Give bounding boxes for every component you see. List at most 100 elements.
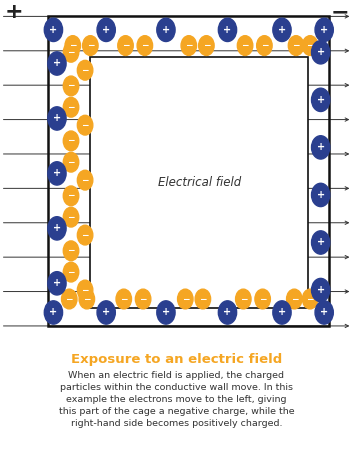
Circle shape bbox=[97, 18, 115, 41]
Circle shape bbox=[48, 217, 66, 240]
Circle shape bbox=[63, 131, 79, 151]
Circle shape bbox=[135, 289, 151, 309]
Text: −: − bbox=[67, 81, 75, 90]
Text: +: + bbox=[317, 95, 325, 105]
Circle shape bbox=[77, 60, 93, 80]
Text: +: + bbox=[223, 25, 232, 35]
Text: −: − bbox=[120, 294, 127, 303]
Text: −: − bbox=[306, 294, 314, 303]
Circle shape bbox=[83, 36, 98, 55]
Text: −: − bbox=[67, 191, 75, 200]
Text: +: + bbox=[4, 2, 23, 22]
Text: −: − bbox=[240, 294, 247, 303]
Circle shape bbox=[178, 289, 193, 309]
Text: +: + bbox=[102, 25, 110, 35]
Text: −: − bbox=[81, 66, 89, 75]
Text: +: + bbox=[53, 278, 61, 288]
Text: −: − bbox=[81, 286, 89, 295]
Circle shape bbox=[65, 36, 80, 55]
Text: +: + bbox=[317, 238, 325, 248]
Text: +: + bbox=[53, 58, 61, 68]
Text: −: − bbox=[81, 230, 89, 239]
Circle shape bbox=[311, 279, 330, 302]
Text: When an electric field is applied, the charged
particles within the conductive w: When an electric field is applied, the c… bbox=[59, 371, 294, 428]
Text: −: − bbox=[139, 294, 147, 303]
Circle shape bbox=[44, 18, 62, 41]
Text: −: − bbox=[86, 41, 94, 50]
Text: −: − bbox=[199, 294, 207, 303]
Circle shape bbox=[63, 186, 79, 206]
Text: +: + bbox=[53, 223, 61, 234]
Text: −: − bbox=[292, 41, 300, 50]
Text: +: + bbox=[317, 190, 325, 200]
Bar bbox=[90, 57, 309, 308]
Text: −: − bbox=[67, 136, 75, 145]
Circle shape bbox=[63, 152, 79, 172]
Circle shape bbox=[77, 115, 93, 135]
Text: +: + bbox=[53, 168, 61, 178]
Circle shape bbox=[48, 162, 66, 185]
Circle shape bbox=[311, 231, 330, 254]
Text: −: − bbox=[67, 158, 75, 166]
Text: Exposure to an electric field: Exposure to an electric field bbox=[71, 353, 282, 366]
Text: +: + bbox=[49, 25, 58, 35]
Text: −: − bbox=[67, 48, 75, 57]
Text: +: + bbox=[317, 142, 325, 153]
Text: −: − bbox=[81, 121, 89, 130]
Text: +: + bbox=[317, 285, 325, 295]
Circle shape bbox=[48, 272, 66, 295]
Circle shape bbox=[48, 52, 66, 75]
Text: −: − bbox=[83, 294, 91, 303]
Circle shape bbox=[199, 36, 214, 55]
Text: +: + bbox=[278, 25, 286, 35]
Text: −: − bbox=[241, 41, 249, 50]
Text: −: − bbox=[203, 41, 210, 50]
Circle shape bbox=[287, 289, 302, 309]
Circle shape bbox=[63, 42, 79, 62]
Circle shape bbox=[63, 76, 79, 96]
Text: −: − bbox=[259, 294, 267, 303]
Text: +: + bbox=[162, 25, 170, 35]
Circle shape bbox=[195, 289, 211, 309]
Circle shape bbox=[157, 301, 175, 324]
Circle shape bbox=[237, 36, 253, 55]
Text: +: + bbox=[162, 307, 170, 318]
Text: −: − bbox=[81, 176, 89, 184]
Text: −: − bbox=[141, 41, 149, 50]
Text: −: − bbox=[67, 246, 75, 255]
Circle shape bbox=[118, 36, 133, 55]
Circle shape bbox=[257, 36, 272, 55]
Bar bbox=[48, 16, 329, 326]
Text: −: − bbox=[185, 41, 192, 50]
Circle shape bbox=[235, 289, 251, 309]
Text: +: + bbox=[223, 307, 232, 318]
Text: −: − bbox=[306, 41, 314, 50]
Circle shape bbox=[255, 289, 270, 309]
Circle shape bbox=[97, 301, 115, 324]
Text: +: + bbox=[49, 307, 58, 318]
Text: Electrical field: Electrical field bbox=[158, 176, 241, 189]
Circle shape bbox=[63, 241, 79, 261]
Circle shape bbox=[288, 36, 304, 55]
Circle shape bbox=[311, 183, 330, 207]
Text: +: + bbox=[53, 113, 61, 123]
Circle shape bbox=[273, 301, 291, 324]
Circle shape bbox=[315, 301, 333, 324]
Text: +: + bbox=[317, 47, 325, 57]
Text: +: + bbox=[320, 307, 328, 318]
Text: +: + bbox=[102, 307, 110, 318]
Text: −: − bbox=[122, 41, 129, 50]
Text: −: − bbox=[291, 294, 298, 303]
Text: −: − bbox=[67, 268, 75, 277]
Circle shape bbox=[48, 107, 66, 130]
Text: −: − bbox=[69, 41, 77, 50]
Circle shape bbox=[311, 136, 330, 159]
Circle shape bbox=[303, 36, 318, 55]
Circle shape bbox=[137, 36, 152, 55]
Circle shape bbox=[311, 40, 330, 64]
Text: −: − bbox=[67, 103, 75, 112]
Circle shape bbox=[116, 289, 132, 309]
Text: −: − bbox=[330, 2, 349, 22]
Circle shape bbox=[79, 289, 95, 309]
Circle shape bbox=[63, 262, 79, 282]
